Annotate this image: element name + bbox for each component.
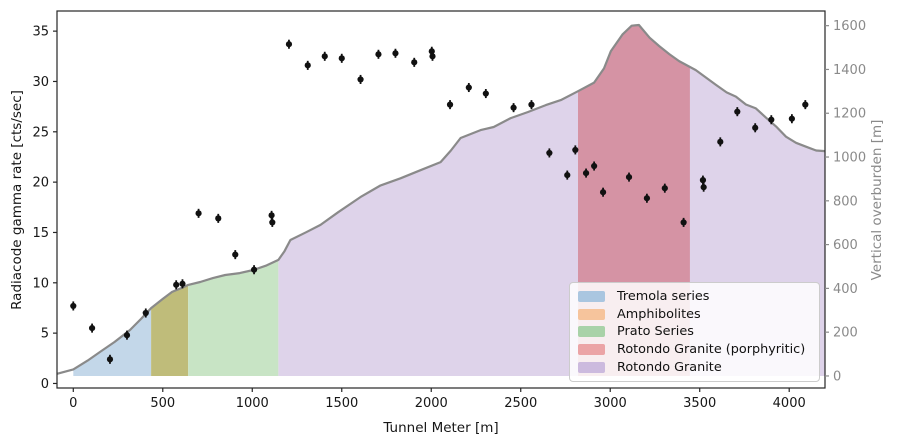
- legend-swatch: [578, 291, 605, 303]
- y-left-tick-label: 0: [41, 377, 49, 392]
- data-point: [106, 356, 114, 363]
- x-tick-label: 0: [69, 396, 77, 411]
- x-tick-label: 2000: [415, 396, 448, 411]
- data-point: [802, 101, 809, 108]
- y-right-tick-label: 1600: [833, 19, 866, 34]
- data-point: [173, 281, 180, 288]
- legend-item: Prato Series: [578, 323, 811, 341]
- data-point: [304, 62, 311, 69]
- region-amphibolites: [151, 284, 189, 376]
- legend-swatch: [578, 344, 605, 356]
- data-point: [599, 189, 607, 196]
- y-axis-label-left: Radiacode gamma rate [cts/sec]: [9, 90, 25, 310]
- data-point: [195, 210, 202, 217]
- x-axis-label: Tunnel Meter [m]: [383, 420, 499, 436]
- data-point: [375, 51, 382, 58]
- data-point: [357, 76, 364, 83]
- data-point: [717, 138, 724, 145]
- data-point: [392, 50, 399, 57]
- data-point: [734, 108, 741, 115]
- data-point: [411, 59, 418, 66]
- data-point: [680, 219, 687, 226]
- y-right-tick-label: 1000: [833, 151, 866, 166]
- legend-item: Amphibolites: [578, 306, 811, 324]
- legend-item: Rotondo Granite: [578, 358, 811, 376]
- data-point: [528, 101, 535, 108]
- legend-item: Rotondo Granite (porphyritic): [578, 341, 811, 359]
- y-left-tick-label: 5: [41, 327, 49, 342]
- y-left-tick-label: 15: [32, 226, 49, 241]
- data-point: [269, 219, 276, 226]
- y-right-tick-label: 1200: [833, 107, 866, 122]
- data-point: [465, 84, 472, 91]
- y-left-tick-label: 20: [32, 176, 49, 191]
- data-point: [446, 101, 454, 108]
- y-right-tick-label: 1400: [833, 63, 866, 78]
- data-point: [250, 266, 258, 273]
- x-tick-label: 1000: [236, 396, 269, 411]
- legend-swatch: [578, 361, 605, 373]
- data-point: [510, 104, 517, 111]
- y-right-tick-label: 0: [833, 369, 841, 384]
- y-right-tick-label: 400: [833, 282, 858, 297]
- x-tick-label: 2500: [504, 396, 537, 411]
- y-right-tick-label: 800: [833, 194, 858, 209]
- gamma-rate-scatter: [70, 39, 809, 364]
- data-point: [661, 185, 668, 192]
- data-point: [625, 174, 633, 181]
- legend-label: Rotondo Granite (porphyritic): [617, 342, 806, 358]
- legend: Tremola series Amphibolites Prato Series Ro…: [569, 282, 820, 382]
- data-point: [752, 124, 759, 131]
- data-point: [179, 280, 186, 287]
- data-point: [285, 41, 293, 48]
- x-tick-label: 3500: [683, 396, 716, 411]
- legend-swatch: [578, 308, 605, 320]
- data-point: [142, 309, 149, 317]
- data-point: [232, 251, 239, 258]
- data-point: [338, 55, 345, 62]
- y-right-tick-label: 600: [833, 238, 858, 253]
- legend-label: Amphibolites: [617, 306, 701, 322]
- y-axis-label-right: Vertical overburden [m]: [869, 119, 885, 281]
- region-prato-series: [188, 259, 279, 376]
- data-point: [88, 325, 96, 332]
- y-right-tick-label: 200: [833, 326, 858, 341]
- data-point: [699, 177, 707, 184]
- data-point: [572, 146, 579, 154]
- legend-label: Prato Series: [617, 324, 694, 340]
- data-point: [482, 90, 489, 97]
- y-left-tick-label: 10: [32, 276, 49, 291]
- data-point: [768, 116, 775, 123]
- data-point: [70, 302, 77, 310]
- data-point: [700, 184, 707, 191]
- x-tick-label: 3000: [594, 396, 627, 411]
- axes-box: [56, 10, 826, 389]
- y-left-tick-label: 35: [32, 25, 49, 40]
- data-point: [564, 171, 571, 179]
- legend-swatch: [578, 326, 605, 338]
- data-point: [546, 149, 553, 157]
- data-point: [582, 169, 590, 177]
- data-point: [123, 332, 131, 339]
- legend-label: Rotondo Granite: [617, 359, 722, 375]
- data-point: [788, 115, 795, 122]
- y-left-tick-label: 30: [32, 75, 49, 90]
- data-point: [215, 215, 222, 222]
- region-tremola-series: [73, 308, 152, 376]
- axis-ticks: 0 500 1000 1500 2000 2500 3000 3500 400005101520…: [32, 19, 866, 411]
- data-point: [321, 53, 328, 60]
- y-left-tick-label: 25: [32, 125, 49, 140]
- data-point: [268, 212, 275, 219]
- legend-item: Tremola series: [578, 288, 811, 306]
- data-point: [591, 162, 598, 170]
- legend-label: Tremola series: [617, 289, 710, 305]
- x-tick-label: 500: [150, 396, 175, 411]
- x-tick-label: 4000: [773, 396, 806, 411]
- data-point: [429, 53, 436, 60]
- data-point: [643, 195, 651, 202]
- x-tick-label: 1500: [325, 396, 358, 411]
- overburden-profile-line: [56, 23, 826, 375]
